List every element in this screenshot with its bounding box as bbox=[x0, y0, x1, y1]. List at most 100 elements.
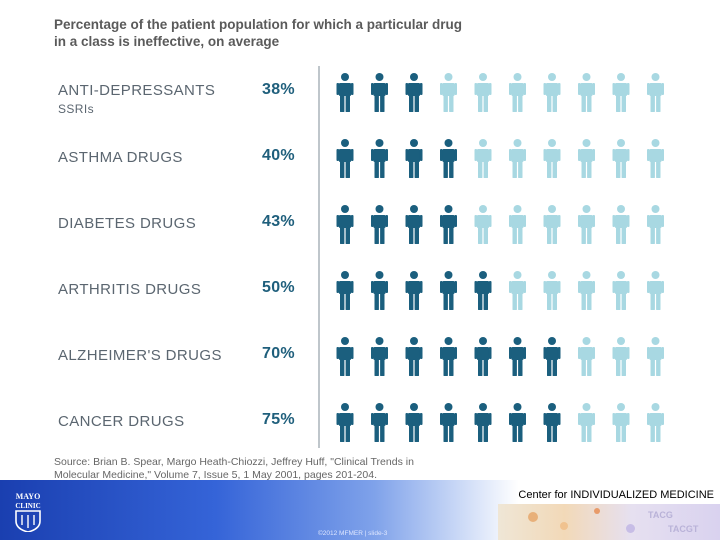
person-icon-effective bbox=[612, 337, 630, 376]
row-label-diabetes: DIABETES DRUGS bbox=[58, 215, 197, 232]
chart-divider bbox=[318, 66, 320, 448]
row-label-alzheimers: ALZHEIMER'S DRUGS bbox=[58, 347, 222, 364]
person-icon-ineffective bbox=[405, 139, 423, 178]
person-icon-ineffective bbox=[405, 73, 423, 112]
person-icon-ineffective bbox=[440, 205, 457, 244]
person-icon-partial bbox=[440, 73, 457, 112]
person-icon-ineffective bbox=[371, 139, 388, 178]
logo-word-mayo: MAYO bbox=[16, 492, 41, 501]
person-icon-effective bbox=[543, 271, 561, 310]
person-icon-ineffective bbox=[509, 337, 526, 376]
person-icon-ineffective bbox=[405, 337, 423, 376]
source-line-1: Source: Brian B. Spear, Margo Heath-Chio… bbox=[54, 456, 414, 468]
person-icon-effective bbox=[612, 205, 630, 244]
shield-emblem-icon bbox=[21, 515, 35, 528]
person-icon-effective bbox=[509, 73, 526, 112]
person-icon-effective bbox=[612, 403, 630, 442]
person-icon-ineffective bbox=[543, 337, 561, 376]
person-icon-effective bbox=[509, 139, 526, 178]
person-icon-effective bbox=[578, 271, 595, 310]
person-icon-partial bbox=[578, 403, 595, 442]
person-icon-effective bbox=[578, 205, 595, 244]
row-value-asthma: 40% bbox=[262, 147, 295, 164]
row-label-arthritis: ARTHRITIS DRUGS bbox=[58, 281, 202, 298]
row-value-arthritis: 50% bbox=[262, 279, 295, 296]
person-icon-effective bbox=[647, 337, 664, 376]
pictograph-row bbox=[336, 403, 664, 442]
art-dot bbox=[594, 508, 600, 514]
person-icon-ineffective bbox=[440, 337, 457, 376]
art-letters: TACGT bbox=[668, 524, 699, 534]
row-label-cancer: CANCER DRUGS bbox=[58, 413, 185, 430]
center-name: Center for INDIVIDUALIZED MEDICINE bbox=[518, 489, 714, 501]
person-icon-effective bbox=[474, 73, 492, 112]
mayo-clinic-logo: MAYO CLINIC bbox=[15, 492, 41, 532]
person-icon-ineffective bbox=[371, 403, 388, 442]
row-sublabel-ssris: SSRIs bbox=[58, 102, 95, 116]
person-icon-ineffective bbox=[474, 403, 492, 442]
person-icon-ineffective bbox=[543, 403, 561, 442]
art-dot bbox=[560, 522, 568, 530]
person-icon-ineffective bbox=[405, 205, 423, 244]
person-icon-effective bbox=[647, 403, 664, 442]
pictograph-chart bbox=[336, 73, 664, 442]
person-icon-ineffective bbox=[336, 337, 354, 376]
person-icon-ineffective bbox=[405, 403, 423, 442]
person-icon-ineffective bbox=[440, 271, 457, 310]
row-value-alzheimers: 70% bbox=[262, 345, 295, 362]
person-icon-ineffective bbox=[336, 271, 354, 310]
person-icon-ineffective bbox=[336, 403, 354, 442]
person-icon-ineffective bbox=[371, 271, 388, 310]
person-icon-effective bbox=[578, 73, 595, 112]
row-label-asthma: ASTHMA DRUGS bbox=[58, 149, 183, 166]
row-label-anti-depressants: ANTI-DEPRESSANTS bbox=[58, 82, 216, 99]
person-icon-effective bbox=[578, 337, 595, 376]
person-icon-effective bbox=[647, 205, 664, 244]
person-icon-effective bbox=[612, 271, 630, 310]
person-icon-effective bbox=[543, 139, 561, 178]
row-value-anti-depressants: 38% bbox=[262, 81, 295, 98]
chart-title-line-2: in a class is ineffective, on average bbox=[54, 34, 280, 49]
person-icon-effective bbox=[543, 73, 561, 112]
person-icon-ineffective bbox=[371, 205, 388, 244]
person-icon-effective bbox=[509, 205, 526, 244]
person-icon-ineffective bbox=[336, 139, 354, 178]
person-icon-effective bbox=[543, 205, 561, 244]
art-letters: TACG bbox=[648, 510, 673, 520]
chart-title-line-1: Percentage of the patient population for… bbox=[54, 17, 463, 32]
pictograph-row bbox=[336, 271, 664, 310]
logo-word-clinic: CLINIC bbox=[15, 502, 40, 510]
person-icon-effective bbox=[509, 271, 526, 310]
pictograph-row bbox=[336, 205, 664, 244]
row-value-diabetes: 43% bbox=[262, 213, 295, 230]
source-line-2: Molecular Medicine," Volume 7, Issue 5, … bbox=[54, 469, 377, 481]
footer-decorative-art: TACG TACGT bbox=[498, 504, 720, 540]
person-icon-ineffective bbox=[405, 271, 423, 310]
person-icon-ineffective bbox=[336, 205, 354, 244]
slide-copyright: ©2012 MFMER | slide-3 bbox=[318, 530, 388, 537]
person-icon-ineffective bbox=[509, 403, 526, 442]
pictograph-row bbox=[336, 139, 664, 178]
person-icon-effective bbox=[612, 139, 630, 178]
chart-title: Percentage of the patient population for… bbox=[54, 16, 524, 50]
pictograph-row bbox=[336, 337, 664, 376]
person-icon-partial bbox=[474, 205, 492, 244]
person-icon-effective bbox=[612, 73, 630, 112]
person-icon-ineffective bbox=[440, 403, 457, 442]
person-icon-ineffective bbox=[336, 73, 354, 112]
person-icon-ineffective bbox=[474, 271, 492, 310]
person-icon-ineffective bbox=[440, 139, 457, 178]
person-icon-effective bbox=[647, 73, 664, 112]
art-dot bbox=[626, 524, 635, 533]
row-value-cancer: 75% bbox=[262, 411, 295, 428]
source-citation: Source: Brian B. Spear, Margo Heath-Chio… bbox=[54, 456, 474, 482]
pictograph-row bbox=[336, 73, 664, 112]
person-icon-ineffective bbox=[474, 337, 492, 376]
art-dot bbox=[528, 512, 538, 522]
person-icon-effective bbox=[474, 139, 492, 178]
person-icon-effective bbox=[647, 271, 664, 310]
person-icon-effective bbox=[647, 139, 664, 178]
person-icon-ineffective bbox=[371, 73, 388, 112]
person-icon-ineffective bbox=[371, 337, 388, 376]
person-icon-effective bbox=[578, 139, 595, 178]
